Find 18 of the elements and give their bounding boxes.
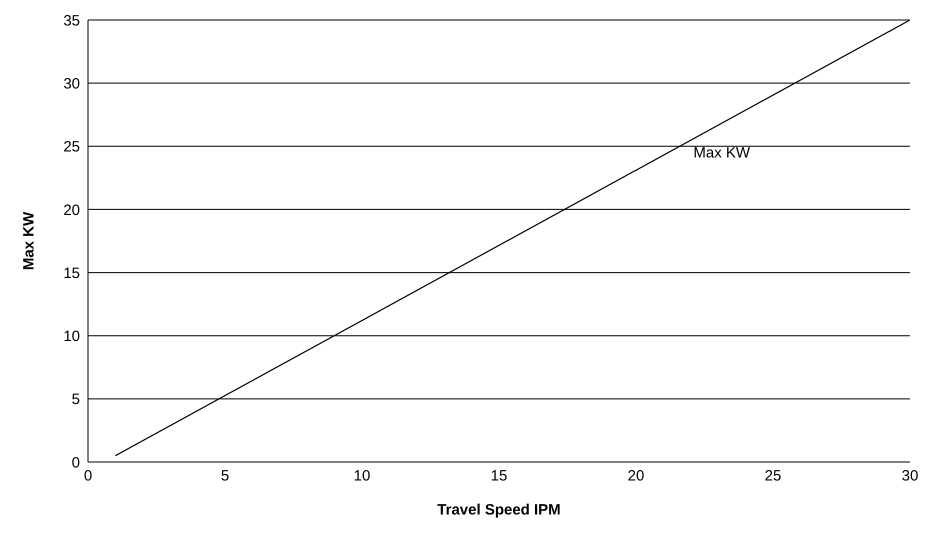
x-tick-label: 20 [628,468,644,485]
x-tick-label: 0 [84,468,92,485]
y-tick-label: 5 [72,391,80,408]
x-tick-label: 15 [490,468,508,485]
y-tick-label: 0 [72,454,80,472]
y-tick-label: 30 [63,75,80,92]
y-tick-label: 10 [63,328,80,346]
x-tick-label: 25 [764,468,782,485]
x-axis-title: Travel Speed IPM [437,502,561,519]
y-axis-title: Max KW [20,210,38,270]
y-tick-label: 35 [63,12,80,30]
y-tick-label: 20 [63,202,80,219]
x-tick-label: 5 [220,468,230,485]
y-tick-label: 15 [63,264,80,282]
series-label: Max KW [693,144,751,162]
x-tick-label: 30 [902,468,918,485]
x-tick-label: 10 [354,468,370,485]
y-tick-label: 25 [63,138,80,156]
